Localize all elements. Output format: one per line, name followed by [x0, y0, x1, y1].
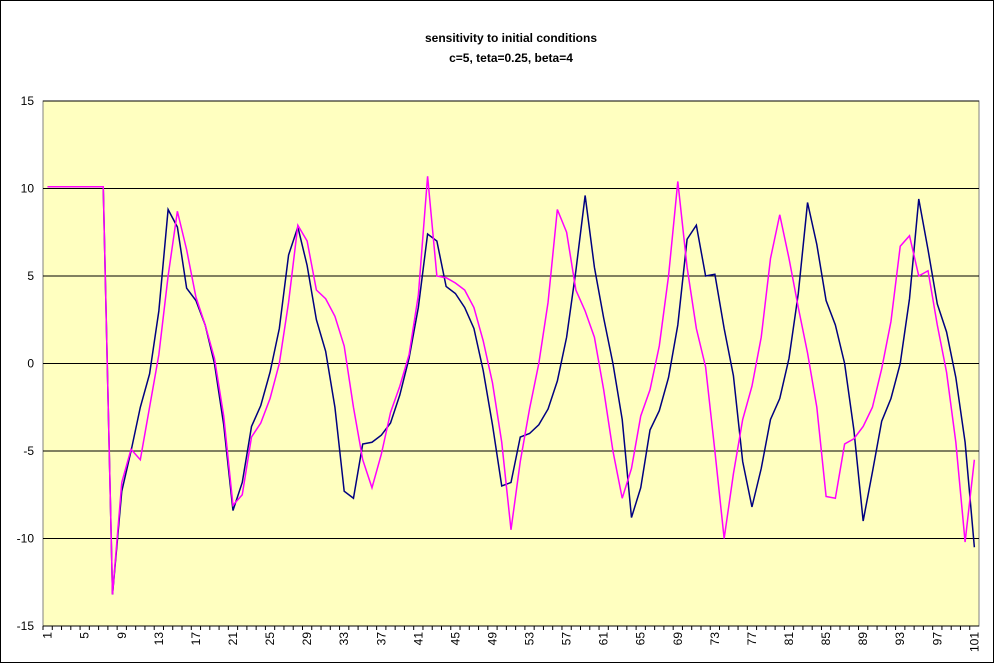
- x-tick-label: 9: [115, 632, 129, 639]
- x-tick-label: 1: [41, 632, 55, 639]
- x-tick-label: 57: [560, 632, 574, 646]
- x-tick-label: 93: [893, 632, 907, 646]
- x-tick-label: 53: [523, 632, 537, 646]
- y-tick-label: -5: [23, 444, 34, 458]
- x-tick-label: 21: [226, 632, 240, 646]
- x-tick-label: 45: [448, 632, 462, 646]
- series-line: [47, 176, 976, 595]
- x-tick-label: 17: [189, 632, 203, 646]
- chart-subtitle: c=5, teta=0.25, beta=4: [449, 51, 573, 65]
- x-tick-label: 13: [152, 632, 166, 646]
- x-tick-label: 85: [819, 632, 833, 646]
- y-tick-label: -10: [17, 532, 35, 546]
- y-tick-label: 5: [27, 269, 34, 283]
- x-tick-label: 33: [337, 632, 351, 646]
- x-tick-label: 29: [300, 632, 314, 646]
- y-tick-label: 15: [21, 94, 35, 108]
- x-tick-label: 25: [263, 632, 277, 646]
- x-tick-label: 101: [967, 632, 981, 652]
- x-tick-label: 61: [597, 632, 611, 646]
- y-tick-label: -15: [17, 619, 35, 633]
- x-tick-label: 89: [856, 632, 870, 646]
- chart-title: sensitivity to initial conditions: [425, 31, 597, 45]
- x-tick-label: 73: [708, 632, 722, 646]
- x-tick-label: 77: [745, 632, 759, 646]
- y-tick-label: 10: [21, 182, 35, 196]
- y-tick-label: 0: [27, 357, 34, 371]
- x-tick-label: 69: [671, 632, 685, 646]
- x-tick-label: 37: [374, 632, 388, 646]
- x-tick-label: 49: [485, 632, 499, 646]
- x-tick-label: 65: [634, 632, 648, 646]
- x-tick-label: 41: [411, 632, 425, 646]
- x-tick-label: 97: [930, 632, 944, 646]
- x-tick-label: 81: [782, 632, 796, 646]
- x-tick-label: 5: [78, 632, 92, 639]
